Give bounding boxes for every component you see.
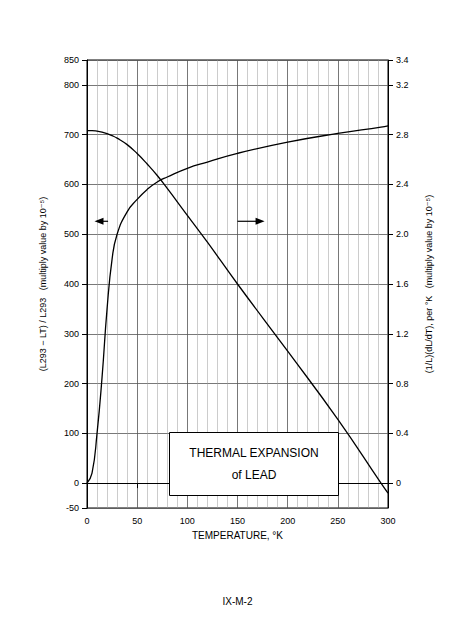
svg-text:150: 150 [230,516,245,526]
svg-text:2.4: 2.4 [396,179,409,189]
svg-text:200: 200 [64,379,79,389]
svg-text:800: 800 [64,80,79,90]
svg-text:0.4: 0.4 [396,428,409,438]
svg-text:0: 0 [74,478,79,488]
svg-text:1.6: 1.6 [396,279,409,289]
svg-text:200: 200 [280,516,295,526]
svg-text:250: 250 [330,516,345,526]
svg-text:TEMPERATURE, °K: TEMPERATURE, °K [192,530,283,541]
svg-text:0.8: 0.8 [396,379,409,389]
svg-text:0: 0 [84,516,89,526]
svg-text:(1/L)(dL/dT), per °K (multip: (1/L)(dL/dT), per °K (multiply value by … [424,195,434,374]
svg-text:IX-M-2: IX-M-2 [223,596,253,607]
svg-text:3.4: 3.4 [396,55,409,65]
svg-text:50: 50 [132,516,142,526]
svg-text:850: 850 [64,55,79,65]
svg-text:2.8: 2.8 [396,130,409,140]
svg-text:2.0: 2.0 [396,229,409,239]
svg-text:of LEAD: of LEAD [232,468,277,482]
svg-text:600: 600 [64,179,79,189]
svg-text:THERMAL EXPANSION: THERMAL EXPANSION [189,446,318,460]
svg-text:100: 100 [64,428,79,438]
svg-text:0: 0 [396,478,401,488]
svg-text:100: 100 [180,516,195,526]
svg-text:3.2: 3.2 [396,80,409,90]
svg-text:700: 700 [64,130,79,140]
svg-text:400: 400 [64,279,79,289]
svg-text:1.2: 1.2 [396,329,409,339]
svg-text:300: 300 [64,329,79,339]
svg-text:-50: -50 [66,503,79,513]
svg-text:300: 300 [380,516,395,526]
svg-text:500: 500 [64,229,79,239]
svg-text:(L293 − LT) / L293 (multiply: (L293 − LT) / L293 (multiply value by 10… [38,197,48,372]
